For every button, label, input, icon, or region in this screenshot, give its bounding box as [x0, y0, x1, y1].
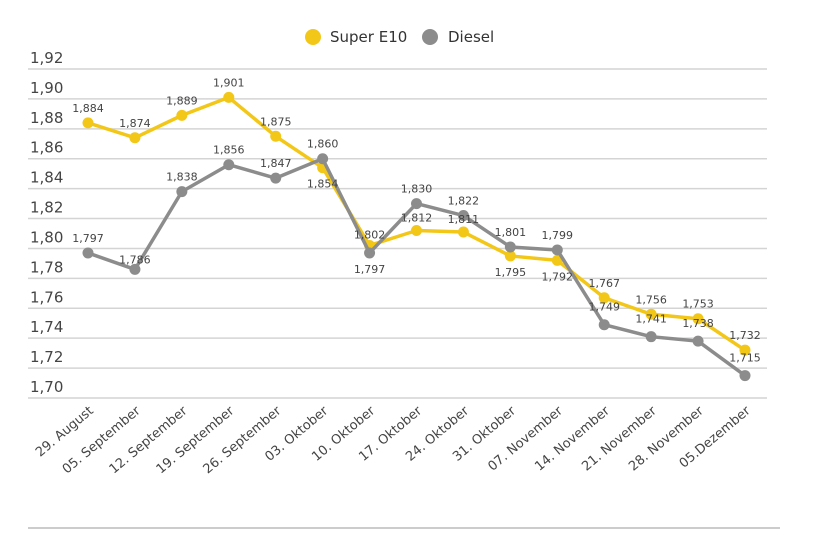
data-label-super-e10: 1,732	[729, 329, 761, 342]
data-point-diesel[interactable]	[270, 172, 282, 184]
data-point-diesel[interactable]	[598, 319, 610, 331]
data-label-super-e10: 1,792	[542, 270, 574, 283]
y-tick-label: 1,76	[30, 288, 63, 306]
y-tick-label: 1,72	[30, 348, 63, 366]
legend: Super E10 Diesel	[305, 28, 494, 46]
y-tick-label: 1,92	[30, 49, 63, 67]
data-point-diesel[interactable]	[176, 186, 188, 198]
y-tick-label: 1,70	[30, 378, 63, 396]
data-point-super-e10[interactable]	[739, 344, 751, 356]
data-label-diesel: 1,738	[682, 317, 714, 330]
data-label-super-e10: 1,874	[119, 117, 151, 130]
data-label-diesel: 1,786	[119, 253, 151, 266]
data-point-diesel[interactable]	[82, 247, 94, 259]
y-axis: 1,92 1,90 1,88 1,86 1,84 1,82 1,80 1,78 1,76 1,74…	[30, 49, 63, 396]
data-point-super-e10[interactable]	[645, 308, 657, 320]
data-point-diesel[interactable]	[551, 244, 563, 256]
data-label-diesel: 1,715	[729, 352, 761, 365]
legend-item-diesel[interactable]: Diesel	[422, 28, 494, 46]
data-point-super-e10[interactable]	[129, 132, 141, 144]
data-point-super-e10[interactable]	[551, 254, 563, 266]
data-label-super-e10: 1,756	[635, 293, 667, 306]
data-label-diesel: 1,797	[72, 232, 104, 245]
data-point-diesel[interactable]	[457, 210, 469, 222]
data-point-diesel[interactable]	[364, 247, 376, 259]
data-label-super-e10: 1,795	[495, 266, 527, 279]
data-label-diesel: 1,838	[166, 171, 198, 184]
y-tick-label: 1,90	[30, 79, 63, 97]
data-point-super-e10[interactable]	[411, 225, 422, 237]
data-point-super-e10[interactable]	[692, 313, 704, 325]
data-label-super-e10: 1,767	[588, 277, 620, 290]
data-point-super-e10[interactable]	[176, 109, 188, 121]
data-label-diesel: 1,797	[354, 263, 386, 276]
y-tick-label: 1,86	[30, 139, 63, 157]
data-label-diesel: 1,801	[495, 226, 527, 239]
data-point-diesel[interactable]	[411, 198, 422, 210]
data-label-super-e10: 1,753	[682, 298, 714, 311]
data-label-diesel: 1,847	[260, 157, 292, 170]
data-label-super-e10: 1,802	[354, 228, 386, 241]
data-point-super-e10[interactable]	[82, 117, 94, 129]
y-tick-label: 1,88	[30, 109, 63, 127]
data-label-diesel: 1,749	[588, 301, 620, 314]
y-tick-label: 1,78	[30, 258, 63, 276]
data-label-diesel: 1,830	[401, 183, 433, 196]
data-label-super-e10: 1,812	[401, 212, 433, 225]
x-tick-label: 19. September	[154, 403, 238, 477]
data-point-super-e10[interactable]	[598, 292, 610, 304]
data-point-diesel[interactable]	[645, 331, 657, 343]
legend-label-super-e10: Super E10	[330, 28, 407, 46]
data-point-diesel[interactable]	[223, 159, 235, 171]
data-point-diesel[interactable]	[504, 241, 516, 253]
data-label-diesel: 1,799	[542, 229, 574, 242]
data-labels: 1,884 1,874 1,889 1,901 1,875 1,854 1,802 1,812…	[72, 76, 761, 364]
series-layer	[82, 91, 751, 382]
data-point-diesel[interactable]	[692, 335, 704, 347]
data-label-diesel: 1,856	[213, 144, 245, 157]
data-point-super-e10[interactable]	[270, 130, 282, 142]
x-tick-label: 05. September	[60, 403, 144, 477]
legend-item-super-e10[interactable]: Super E10	[305, 28, 407, 46]
data-label-diesel: 1,860	[307, 138, 339, 151]
x-tick-label: 12. September	[107, 403, 191, 477]
data-label-super-e10: 1,901	[213, 76, 245, 89]
legend-label-diesel: Diesel	[448, 28, 494, 46]
y-tick-label: 1,84	[30, 169, 63, 187]
y-tick-label: 1,74	[30, 318, 63, 336]
data-label-super-e10: 1,811	[448, 213, 480, 226]
data-label-diesel: 1,741	[635, 313, 667, 326]
data-point-diesel[interactable]	[129, 263, 141, 275]
data-point-diesel[interactable]	[739, 370, 751, 382]
data-label-diesel: 1,822	[448, 195, 480, 208]
data-label-super-e10: 1,889	[166, 94, 198, 107]
bottom-divider	[28, 527, 780, 529]
y-tick-label: 1,82	[30, 199, 63, 217]
data-point-diesel[interactable]	[317, 153, 329, 165]
data-label-super-e10: 1,854	[307, 178, 339, 191]
x-tick-label: 26. September	[201, 403, 285, 477]
data-point-super-e10[interactable]	[504, 250, 516, 262]
legend-marker-diesel	[422, 29, 438, 45]
data-point-super-e10[interactable]	[223, 91, 235, 103]
y-tick-label: 1,80	[30, 228, 63, 246]
data-label-super-e10: 1,884	[72, 102, 104, 115]
data-label-super-e10: 1,875	[260, 115, 292, 128]
data-point-super-e10[interactable]	[457, 226, 469, 238]
legend-marker-super-e10	[305, 29, 321, 45]
